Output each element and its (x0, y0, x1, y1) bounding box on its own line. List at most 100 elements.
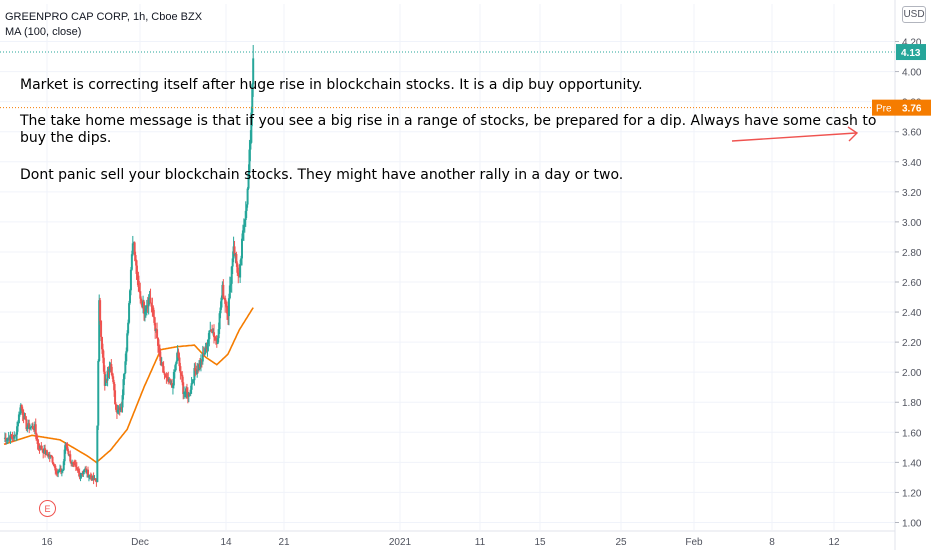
candle-body (248, 149, 251, 173)
candle-body (207, 339, 210, 344)
candle-body (225, 303, 228, 306)
candle-body (56, 473, 59, 475)
pre-market-label-bg (872, 99, 931, 116)
candle-body (61, 469, 64, 471)
candle-body (184, 392, 187, 394)
candle-body (172, 371, 175, 386)
candle-body (236, 263, 239, 273)
candle-body (183, 392, 186, 395)
candle-body (213, 337, 216, 339)
candle-body (182, 382, 185, 395)
y-tick-label: 2.20 (902, 338, 922, 349)
annotation-note-3: Dont panic sell your blockchain stocks. … (20, 167, 624, 183)
candle-body (18, 413, 21, 415)
currency-button[interactable]: USD (902, 6, 926, 23)
candle-body (204, 346, 207, 354)
earnings-event-badge[interactable]: E (39, 500, 56, 517)
y-tick-label: 1.00 (902, 518, 922, 529)
candle-body (112, 376, 115, 383)
y-tick-label: 4.20 (902, 38, 922, 49)
candle-body (203, 353, 206, 355)
indicator-legend[interactable]: MA (100, close) (5, 26, 82, 38)
candle-body (222, 284, 225, 298)
candle-body (55, 470, 58, 474)
candle-body (129, 269, 132, 291)
candle-body (31, 426, 34, 430)
x-tick-label: 21 (278, 537, 290, 548)
y-tick-label: 2.80 (902, 248, 922, 259)
y-tick-label: 1.60 (902, 428, 922, 439)
candle-body (110, 364, 113, 373)
candle-body (25, 419, 28, 430)
candle-body (115, 404, 117, 410)
candle-body (24, 415, 27, 420)
candle-body (102, 357, 105, 372)
candle-body (96, 425, 99, 483)
candle-body (196, 369, 199, 374)
candle-body (5, 439, 8, 441)
candle-body (163, 372, 166, 375)
x-tick-label: 8 (769, 537, 775, 548)
candle-body (9, 434, 12, 441)
candle-body (67, 450, 70, 455)
candle-body (239, 264, 242, 278)
candle-body (228, 285, 231, 299)
candle-body (76, 468, 79, 471)
candle-body (226, 305, 229, 314)
candle-body (169, 379, 172, 384)
x-tick-label: 16 (41, 537, 53, 548)
ma-layer (3, 307, 254, 464)
candle-body (152, 307, 155, 317)
candle-body (208, 330, 211, 340)
x-tick-label: 2021 (389, 537, 412, 548)
candle-body (162, 366, 165, 373)
candle-body (122, 379, 125, 396)
candle-body (244, 210, 247, 221)
candle-body (154, 322, 157, 332)
candle-body (83, 469, 86, 473)
y-tick-label: 2.40 (902, 308, 922, 319)
candle-body (73, 462, 75, 464)
candle-body (164, 374, 167, 376)
candle-body (206, 343, 209, 350)
candle-body (130, 254, 133, 270)
candle-body (97, 360, 100, 426)
candle-body (82, 472, 85, 474)
annotation-note-2-line-2: buy the dips. (20, 130, 112, 146)
candle-body (220, 297, 223, 308)
candle-body (213, 332, 215, 338)
candle-body (193, 368, 196, 381)
candle-body (216, 338, 219, 344)
candle-body (123, 373, 126, 380)
candle-body (113, 382, 116, 391)
candle-body (138, 287, 141, 292)
symbol-title[interactable]: GREENPRO CAP CORP, 1h, Cboe BZX (5, 11, 203, 23)
x-tick-label: 15 (534, 537, 546, 548)
candle-body (17, 414, 20, 424)
candle-body (13, 434, 16, 439)
candle-body (100, 320, 103, 337)
candle-body (77, 470, 80, 473)
candle-body (101, 349, 104, 358)
candle-body (36, 440, 39, 445)
candle-body (144, 308, 147, 312)
y-tick-label: 1.80 (902, 398, 922, 409)
candle-body (224, 298, 227, 304)
candle-body (81, 473, 84, 475)
candle-body (35, 433, 38, 441)
candle-body (79, 474, 82, 478)
y-tick-label: 1.40 (902, 458, 922, 469)
candle-body (21, 408, 24, 415)
candle-body (19, 404, 22, 414)
pre-market-tag: Pre (876, 104, 892, 115)
candle-body (180, 372, 183, 375)
y-tick-label: 2.00 (902, 368, 922, 379)
candle-body (34, 424, 37, 434)
candle-body (20, 404, 23, 409)
ma-100-line (3, 307, 254, 464)
candle-body (28, 423, 31, 430)
y-tick-label: 3.20 (902, 188, 922, 199)
x-tick-label: 14 (220, 537, 232, 548)
